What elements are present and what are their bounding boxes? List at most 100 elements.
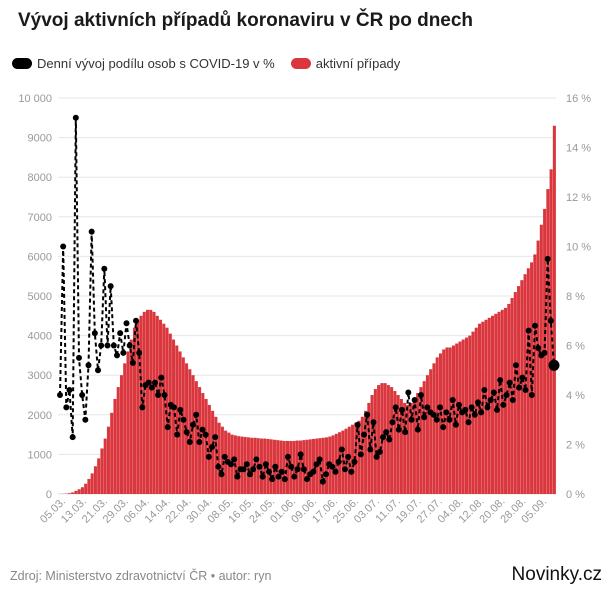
bar-active-cases [103,438,107,494]
bar-active-cases [211,410,215,494]
bar-active-cases [364,410,368,494]
line-point [155,392,162,398]
line-point [481,387,488,394]
line-point [285,453,291,460]
bar-active-cases [84,483,88,494]
bar-active-cases [435,357,439,494]
line-point [275,473,282,480]
line-point [259,473,266,480]
line-point [548,359,560,371]
line-point [348,468,355,475]
line-point [250,466,257,473]
legend-item-line[interactable]: Denní vývoj podílu osob s COVID-19 v % [12,56,275,71]
bar-active-cases [393,391,397,494]
bar-active-cases [526,268,530,494]
bar-active-cases [510,297,514,494]
line-point [462,406,469,413]
legend-item-bars[interactable]: aktivní případy [290,56,400,71]
line-point [484,404,491,411]
bar-active-cases [377,385,381,494]
line-point [449,396,456,403]
bar-active-cases [305,439,309,494]
line-point [281,476,288,483]
bar-active-cases [119,375,123,494]
line-point [110,342,117,349]
source-note: Zdroj: Ministerstvo zdravotnictví ČR • a… [10,569,272,583]
bar-active-cases [77,489,81,494]
y-tick-label-right: 2 % [566,440,585,452]
bar-active-cases [110,412,114,494]
bar-active-cases [250,437,254,494]
line-point [440,424,447,431]
bar-active-cases [494,313,498,494]
bar-active-cases [425,375,429,494]
line-point [541,349,548,356]
line-point [152,379,158,386]
bar-active-cases [513,292,517,494]
line-point [503,392,510,398]
chart-title: Vývoj aktivních případů koronaviru v ČR … [18,10,474,31]
bar-active-cases [412,398,416,494]
bar-active-cases [451,345,455,494]
bar-active-cases [172,339,176,494]
line-point [79,392,86,398]
bar-active-cases [422,381,426,494]
bar-active-cases [461,339,465,494]
bar-active-cases [126,351,130,494]
bar-active-cases [399,398,403,494]
bar-active-cases [71,492,75,494]
line-point [490,389,497,396]
line-point [487,396,494,403]
bar-active-cases [142,311,146,494]
y-tick-label-left: 7000 [28,212,52,224]
line-point [231,456,238,463]
line-point [183,429,190,436]
line-point [392,404,399,411]
line-point [313,461,320,468]
line-point [544,255,551,262]
bar-active-cases [87,478,91,494]
bar-active-cases [334,433,338,494]
line-point [133,317,139,324]
y-tick-label-right: 10 % [566,242,591,254]
bar-active-cases [145,309,150,494]
line-point [136,349,143,356]
y-tick-label-left: 0 [46,489,52,501]
bar-active-cases [455,343,459,494]
line-point [272,463,279,470]
line-point [399,406,405,413]
bar-active-cases [370,395,374,494]
bar-active-cases [194,381,198,494]
line-point [196,439,203,446]
line-point [88,228,95,235]
line-point [190,421,196,428]
bar-active-cases [116,387,120,494]
bar-active-cases [201,393,205,494]
bar-active-cases [403,402,407,494]
line-point [69,434,76,441]
line-point [528,392,535,398]
bar-active-cases [438,353,442,494]
line-point [522,387,529,394]
line-point [402,429,409,436]
line-point [405,389,412,396]
line-point [294,466,301,473]
line-point [101,265,108,272]
line-point [212,434,219,441]
bar-active-cases [149,309,153,494]
bar-active-cases [113,398,117,494]
bar-active-cases [204,398,208,494]
y-tick-label-right: 14 % [566,143,591,155]
bar-active-cases [282,440,286,494]
line-point [63,404,70,411]
line-point [345,453,352,460]
bar-active-cases [298,440,303,494]
line-point [519,374,526,381]
bar-active-cases [341,430,345,494]
line-point [418,392,424,398]
line-point [386,436,393,443]
line-point [262,461,269,468]
bar-active-cases [97,458,101,494]
line-point [240,466,247,473]
line-point [269,476,276,483]
